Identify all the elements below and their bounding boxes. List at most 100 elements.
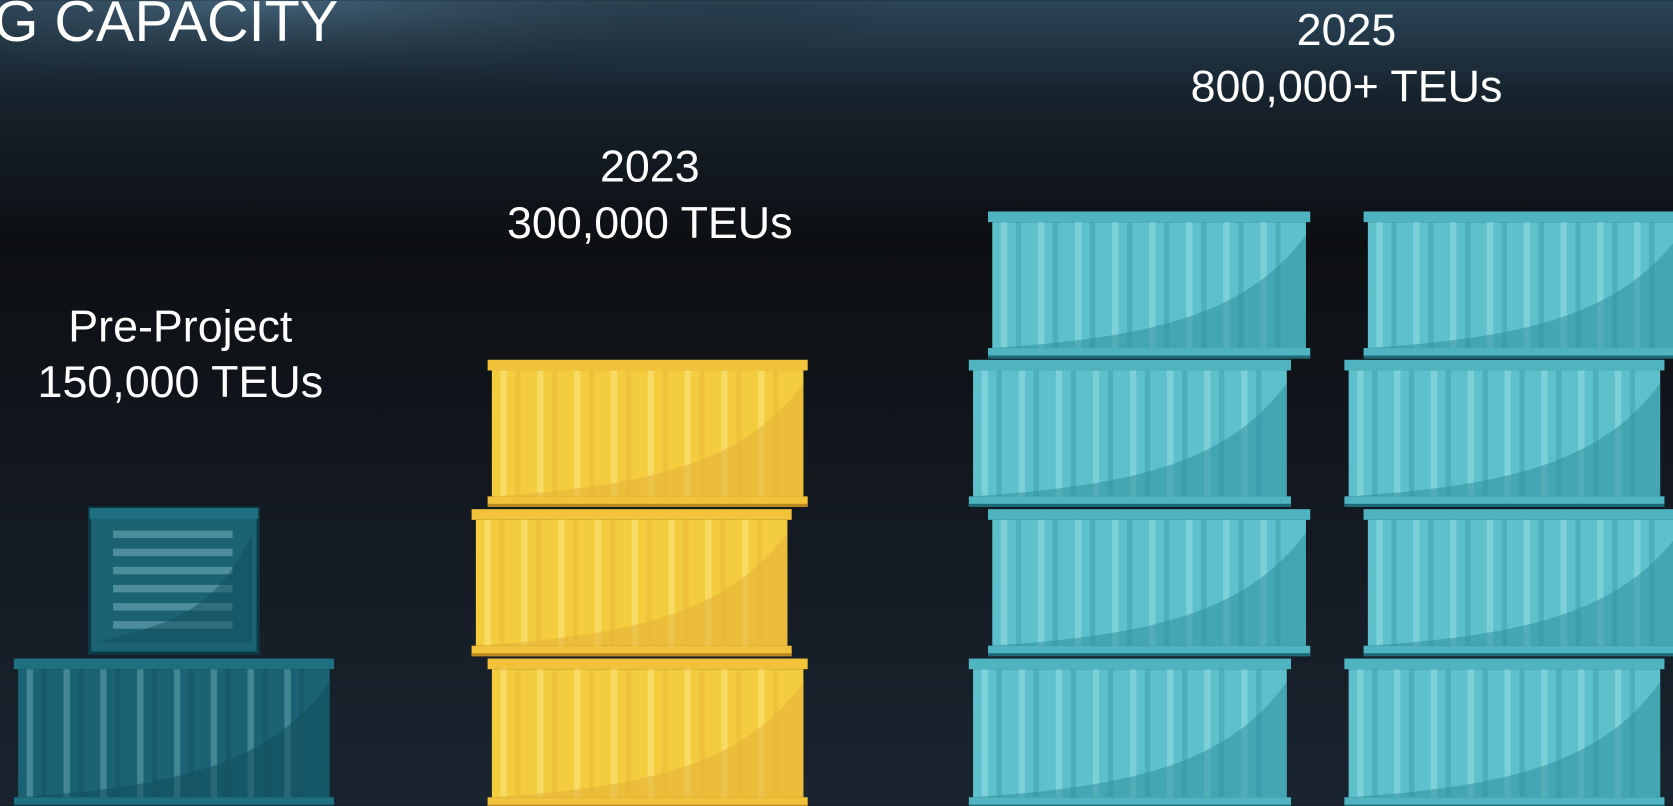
container-rib xyxy=(552,669,558,798)
crate-slat xyxy=(113,548,233,557)
container-rim xyxy=(1344,496,1665,506)
container-rib xyxy=(1501,222,1508,349)
wave xyxy=(0,0,1067,171)
container-rib xyxy=(625,370,632,497)
container-rib xyxy=(1578,370,1585,497)
container-rib xyxy=(662,669,668,798)
container-rib xyxy=(1037,519,1045,646)
container-shade xyxy=(18,682,330,798)
container-edge xyxy=(1363,653,1673,657)
container-rib xyxy=(1015,222,1022,349)
container-rib xyxy=(1541,370,1548,497)
container-rib xyxy=(1357,370,1364,497)
container-rib xyxy=(1000,222,1008,349)
container-edge xyxy=(988,355,1311,359)
container-rib xyxy=(515,669,521,798)
container-edge xyxy=(487,804,808,806)
container-rib xyxy=(1055,669,1063,798)
container-rib xyxy=(1186,519,1193,646)
container-rib xyxy=(1408,370,1415,497)
container-rib xyxy=(1430,370,1438,497)
container-rib xyxy=(1033,669,1039,798)
container-rib xyxy=(1223,519,1230,646)
container-shade xyxy=(1367,540,1673,646)
container-shade xyxy=(1348,682,1661,798)
container-rib xyxy=(699,370,705,497)
container-shade xyxy=(973,682,1287,798)
container-rib xyxy=(1107,669,1114,798)
container-edge xyxy=(1363,355,1673,359)
container-rib xyxy=(115,669,121,798)
stage-period: Pre-Project xyxy=(68,302,293,352)
container-rib xyxy=(1052,519,1059,646)
stage-capacity: 300,000 TEUs xyxy=(507,198,793,248)
stage-capacity: 150,000 TEUs xyxy=(38,357,324,407)
container-rib xyxy=(1592,370,1599,497)
container-rim xyxy=(487,359,808,371)
container-rib xyxy=(1219,669,1225,798)
container-rim xyxy=(1363,645,1673,656)
stage-capacity: 800,000+ TEUs xyxy=(1191,62,1503,112)
container-rib xyxy=(1556,669,1562,798)
stage-period: 2023 xyxy=(600,142,700,192)
crate-slat xyxy=(113,566,233,575)
container-rib xyxy=(1074,519,1082,646)
container-rib xyxy=(1164,519,1170,646)
container-rim xyxy=(13,797,334,806)
container-rim xyxy=(487,797,808,806)
container-rib xyxy=(1464,519,1471,646)
container-rib xyxy=(1112,519,1119,646)
container-rib xyxy=(594,519,602,646)
container-rib xyxy=(1556,370,1562,497)
container-rib xyxy=(1089,519,1096,646)
container-rib xyxy=(1238,222,1244,349)
container-rib xyxy=(1092,669,1100,798)
container-rib xyxy=(1504,669,1511,798)
container-rib xyxy=(1578,669,1585,798)
container-rib xyxy=(1376,222,1383,349)
container-rib xyxy=(1597,519,1604,646)
container-rib xyxy=(1055,370,1063,497)
container-rib xyxy=(1149,519,1156,646)
container-rib xyxy=(1408,669,1415,798)
container-rib xyxy=(1238,519,1244,646)
title: G CAPACITY xyxy=(0,0,338,54)
container-rib xyxy=(1070,370,1077,497)
container-rib xyxy=(500,669,507,798)
container-rib xyxy=(721,370,728,497)
container-rib xyxy=(609,519,616,646)
container-rib xyxy=(1164,222,1170,349)
container-rib xyxy=(152,669,158,798)
container-rim xyxy=(1363,509,1673,520)
container-rib xyxy=(521,519,528,646)
container-rib xyxy=(1445,370,1452,497)
container-rib xyxy=(646,519,652,646)
container-rib xyxy=(683,519,689,646)
container-shade xyxy=(1348,383,1661,497)
container-rib xyxy=(1393,370,1401,497)
container-rib xyxy=(981,370,989,497)
container-rim xyxy=(968,658,1292,670)
container-rib xyxy=(137,669,144,798)
container-rib xyxy=(1612,222,1618,349)
container-shade xyxy=(475,532,788,646)
container-edge xyxy=(1344,503,1665,508)
crate-rim xyxy=(89,508,259,519)
container-rim xyxy=(988,211,1311,223)
container-edge xyxy=(471,653,792,657)
container-edge xyxy=(968,503,1292,508)
container-rib xyxy=(1149,222,1156,349)
container-rib xyxy=(26,669,34,798)
crate-shade xyxy=(96,533,252,643)
container-rib xyxy=(1000,519,1008,646)
container-rib xyxy=(1144,370,1151,497)
container-rib xyxy=(1357,669,1364,798)
container-rib xyxy=(1393,669,1401,798)
container-rib xyxy=(1181,669,1188,798)
container-rib xyxy=(41,669,47,798)
container-rib xyxy=(1015,519,1022,646)
container-rib xyxy=(1092,370,1100,497)
container-rim xyxy=(1344,797,1665,806)
container-rib xyxy=(1501,519,1508,646)
container-rim xyxy=(968,496,1292,506)
